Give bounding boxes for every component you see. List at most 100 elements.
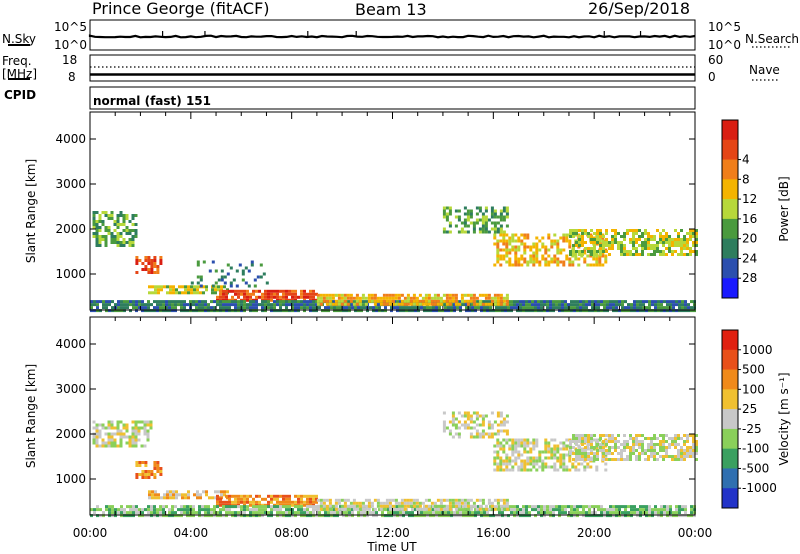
heatmap-cell: [123, 508, 126, 512]
heatmap-cell: [572, 232, 575, 235]
heatmap-cell: [156, 511, 159, 515]
heatmap-cell: [672, 511, 675, 515]
heatmap-cell: [692, 244, 695, 247]
heatmap-cell: [129, 300, 132, 304]
heatmap-cell: [496, 429, 500, 433]
heatmap-cell: [633, 511, 636, 515]
sky-right-tick-bottom: 10^0: [708, 38, 741, 52]
heatmap-cell: [578, 244, 581, 247]
heatmap-cell: [403, 507, 407, 511]
heatmap-cell: [126, 511, 129, 515]
heatmap-cell: [615, 300, 618, 304]
heatmap-cell: [391, 296, 395, 300]
heatmap-cell: [474, 309, 477, 313]
heatmap-cell: [153, 259, 157, 262]
heatmap-cell: [657, 511, 660, 515]
heatmap-cell: [581, 449, 584, 452]
heatmap-cell: [122, 223, 126, 226]
heatmap-cell: [617, 458, 620, 461]
heatmap-cell: [92, 438, 96, 442]
heatmap-cell: [228, 497, 231, 501]
heatmap-cell: [153, 461, 157, 464]
heatmap-cell: [490, 432, 494, 436]
heatmap-cell: [611, 437, 614, 440]
heatmap-cell: [496, 498, 500, 502]
heatmap-cell: [647, 232, 650, 235]
heatmap-cell: [186, 514, 189, 518]
heatmap-cell: [623, 458, 626, 461]
heatmap-cell: [137, 420, 141, 424]
heatmap-cell: [510, 303, 513, 307]
heatmap-cell: [358, 299, 362, 303]
heatmap-cell: [578, 235, 581, 238]
range-tick-label: 2000: [55, 222, 86, 236]
heatmap-cell: [373, 302, 377, 306]
heatmap-cell: [264, 289, 267, 293]
heatmap-cell: [599, 434, 602, 437]
heatmap-cell: [427, 504, 431, 508]
heatmap-cell: [291, 292, 294, 296]
heatmap-cell: [270, 309, 273, 313]
heatmap-cell: [683, 244, 686, 247]
heatmap-cell: [581, 241, 584, 244]
heatmap-cell: [406, 296, 410, 300]
heatmap-cell: [562, 459, 566, 463]
heatmap-cell: [695, 235, 698, 238]
heatmap-cell: [472, 296, 476, 300]
heatmap-cell: [496, 215, 500, 219]
heatmap-cell: [523, 257, 527, 261]
heatmap-cell: [478, 414, 482, 418]
heatmap-cell: [348, 511, 351, 515]
heatmap-cell: [508, 248, 512, 252]
heatmap-cell: [513, 306, 516, 310]
heatmap-cell: [505, 224, 509, 228]
heatmap-cell: [653, 437, 656, 440]
heatmap-cell: [193, 291, 196, 295]
heatmap-cell: [222, 292, 225, 296]
heatmap-cell: [439, 507, 443, 511]
heatmap-cell: [396, 505, 399, 509]
heatmap-cell: [303, 292, 306, 296]
heatmap-cell: [125, 229, 129, 232]
heatmap-cell: [574, 465, 578, 469]
heatmap-cell: [689, 434, 692, 437]
heatmap-cell: [582, 303, 585, 307]
heatmap-cell: [358, 296, 362, 300]
heatmap-cell: [99, 514, 102, 518]
heatmap-cell: [261, 300, 264, 304]
heatmap-cell: [585, 511, 588, 515]
heatmap-cell: [681, 306, 684, 310]
heatmap-cell: [414, 508, 417, 512]
velocity-heatmap-cells: [90, 411, 698, 518]
heatmap-cell: [222, 508, 225, 512]
heatmap-cell: [122, 214, 126, 217]
heatmap-cell: [493, 230, 497, 234]
heatmap-cell: [135, 300, 138, 304]
heatmap-cell: [166, 285, 169, 289]
heatmap-cell: [587, 250, 590, 253]
heatmap-cell: [219, 289, 222, 293]
heatmap-cell: [535, 236, 539, 240]
heatmap-cell: [611, 440, 614, 443]
heatmap-cell: [156, 265, 160, 268]
heatmap-cell: [578, 437, 581, 440]
heatmap-cell: [466, 501, 470, 505]
heatmap-cell: [154, 496, 157, 500]
heatmap-cell: [231, 494, 234, 498]
heatmap-cell: [611, 235, 614, 238]
heatmap-cell: [98, 241, 102, 244]
heatmap-cell: [651, 511, 654, 515]
heatmap-cell: [207, 505, 210, 509]
heatmap-cell: [156, 470, 160, 473]
heatmap-cell: [351, 514, 354, 518]
heatmap-cell: [219, 503, 222, 507]
heatmap-cell: [692, 437, 695, 440]
heatmap-cell: [586, 263, 590, 267]
heatmap-cell: [196, 288, 199, 292]
heatmap-cell: [659, 241, 662, 244]
heatmap-cell: [104, 441, 108, 445]
heatmap-cell: [144, 508, 147, 512]
heatmap-cell: [466, 507, 470, 511]
heatmap-cell: [157, 288, 160, 292]
heatmap-cell: [303, 295, 306, 299]
